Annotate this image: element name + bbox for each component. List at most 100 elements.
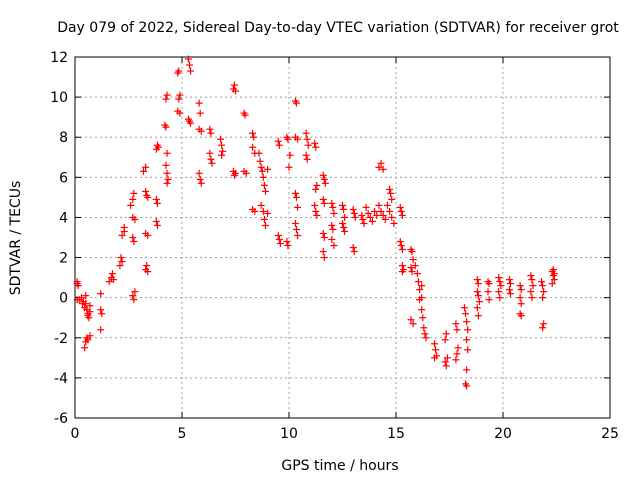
data-point <box>350 209 358 217</box>
data-point <box>388 195 396 203</box>
data-point <box>292 225 300 233</box>
data-point <box>517 286 525 294</box>
data-point <box>291 219 299 227</box>
data-point <box>330 242 338 250</box>
data-point <box>142 163 150 171</box>
data-point <box>495 274 503 282</box>
data-point <box>485 280 493 288</box>
data-point <box>218 151 226 159</box>
y-tick-label: 4 <box>59 210 68 226</box>
data-point <box>320 254 328 262</box>
data-point <box>550 270 558 278</box>
data-point <box>379 211 387 219</box>
data-point <box>311 201 319 209</box>
data-point <box>464 346 472 354</box>
data-point <box>139 167 147 175</box>
data-point <box>411 262 419 270</box>
data-point <box>105 278 113 286</box>
x-tick-label: 20 <box>494 426 512 442</box>
data-point <box>321 179 329 187</box>
data-point <box>453 326 461 334</box>
data-point <box>250 133 258 141</box>
data-point <box>462 310 470 318</box>
data-point <box>118 231 126 239</box>
data-point <box>292 193 300 201</box>
data-point <box>320 199 328 207</box>
data-point <box>516 294 524 302</box>
data-point <box>312 185 320 193</box>
data-point <box>364 209 372 217</box>
data-point <box>98 310 106 318</box>
data-point <box>196 109 204 117</box>
data-point <box>162 161 170 169</box>
data-point <box>291 189 299 197</box>
y-axis-label: SDTVAR / TECUs <box>8 181 24 296</box>
data-point <box>506 280 514 288</box>
data-point <box>207 129 215 137</box>
data-point <box>441 358 449 366</box>
data-point <box>453 350 461 358</box>
data-point <box>110 276 118 284</box>
y-tick-label: 10 <box>50 90 68 106</box>
data-point <box>377 207 385 215</box>
data-point <box>413 270 421 278</box>
data-point <box>249 129 257 137</box>
data-point <box>242 169 250 177</box>
data-point <box>539 324 547 332</box>
data-point <box>386 207 394 215</box>
data-point <box>407 316 415 324</box>
data-point <box>144 193 152 201</box>
data-point <box>143 262 151 270</box>
data-point <box>257 201 265 209</box>
data-point <box>373 211 381 219</box>
data-point <box>387 189 395 197</box>
data-point <box>130 296 138 304</box>
data-point <box>131 288 139 296</box>
data-point <box>452 320 460 328</box>
data-point <box>441 336 449 344</box>
data-point <box>485 296 493 304</box>
data-point <box>176 91 184 99</box>
data-point <box>398 246 406 254</box>
data-point <box>527 288 535 296</box>
data-point <box>319 195 327 203</box>
data-point <box>351 213 359 221</box>
data-point <box>396 203 404 211</box>
data-point <box>388 213 396 221</box>
data-point <box>74 282 82 290</box>
data-point <box>408 268 416 276</box>
data-point <box>154 143 162 151</box>
data-point <box>539 294 547 302</box>
x-tick-label: 0 <box>71 426 80 442</box>
data-point <box>550 276 558 284</box>
data-point <box>259 207 267 215</box>
data-points <box>73 55 558 390</box>
plot-frame <box>74 56 611 419</box>
data-point <box>130 189 138 197</box>
data-point <box>162 123 170 131</box>
data-point <box>255 149 263 157</box>
data-point <box>375 201 383 209</box>
data-point <box>196 175 204 183</box>
data-point <box>185 61 193 69</box>
x-axis-label: GPS time / hours <box>281 458 398 474</box>
data-point <box>362 203 370 211</box>
data-point <box>398 262 406 270</box>
data-point <box>358 211 366 219</box>
data-point <box>259 173 267 181</box>
data-point <box>206 149 214 157</box>
data-point <box>381 215 389 223</box>
data-point <box>274 137 282 145</box>
data-point <box>319 248 327 256</box>
data-point <box>418 282 426 290</box>
data-point <box>241 111 249 119</box>
data-point <box>398 211 406 219</box>
data-point <box>379 165 387 173</box>
data-point <box>398 268 406 276</box>
x-tick-label: 15 <box>387 426 405 442</box>
data-point <box>264 209 272 217</box>
data-point <box>97 290 105 298</box>
data-point <box>82 300 90 308</box>
y-tick-label: 8 <box>59 130 68 146</box>
data-point <box>383 201 391 209</box>
